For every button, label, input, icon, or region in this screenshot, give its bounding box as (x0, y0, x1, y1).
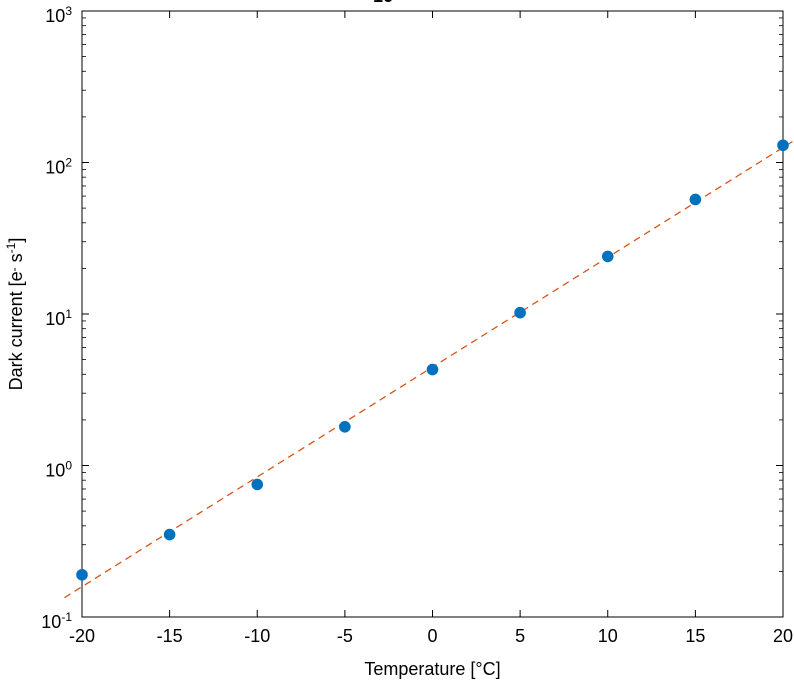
svg-text:-15: -15 (157, 626, 183, 646)
svg-text:-10: -10 (244, 626, 270, 646)
svg-text:-20: -20 (69, 626, 95, 646)
svg-text:-5: -5 (337, 626, 353, 646)
svg-text:20: 20 (773, 626, 793, 646)
svg-text:15: 15 (685, 626, 705, 646)
svg-text:Temperature [°C]: Temperature [°C] (364, 659, 500, 679)
svg-text:5: 5 (515, 626, 525, 646)
svg-text:Dark current [e- s-1]: Dark current [e- s-1] (4, 238, 26, 391)
svg-text:0: 0 (427, 626, 437, 646)
svg-text:10: 10 (598, 626, 618, 646)
svg-text:16: 16 (373, 0, 393, 6)
